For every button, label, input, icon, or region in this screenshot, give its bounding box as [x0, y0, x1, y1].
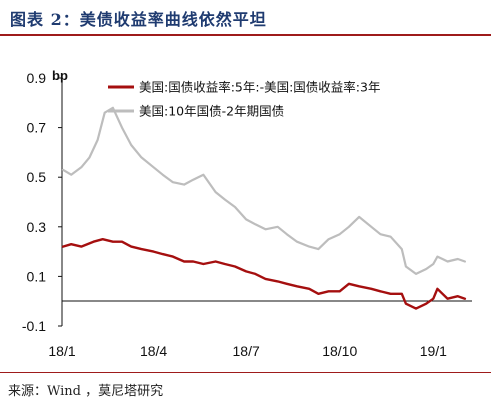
y-tick-label: 0.3: [27, 219, 47, 235]
y-axis-unit-label: bp: [52, 68, 68, 83]
legend-label: 美国:国债收益率:5年:-美国:国债收益率:3年: [139, 80, 380, 95]
series-layer: [61, 106, 467, 310]
y-tick-label: 0.1: [27, 268, 47, 284]
x-tick-label: 18/4: [140, 343, 167, 359]
x-tick-label: 18/1: [48, 343, 75, 359]
y-tick-label: 0.5: [27, 169, 47, 185]
chart-canvas: bp 0.9 0.7 0.5 0.3 0.1 -0.1 18/1 18/4 18/7 18/10…: [22, 68, 472, 359]
legend-label: 美国:10年国债-2年期国债: [139, 104, 284, 119]
series-line-10y-2y: [61, 106, 466, 275]
x-tick-label: 19/1: [420, 343, 447, 359]
x-tick-label: 18/10: [322, 343, 357, 359]
source-divider: [0, 372, 491, 373]
y-tick-label: 0.9: [27, 70, 47, 86]
x-axis-ticks: 18/1 18/4 18/7 18/10 19/1: [48, 343, 447, 359]
y-tick-label: -0.1: [22, 318, 46, 334]
title-divider: [0, 34, 491, 36]
source-note: 来源：Wind ，莫尼塔研究: [8, 384, 164, 399]
figure-title: 图表 2：美债收益率曲线依然平坦: [10, 10, 267, 29]
series-line-5y-3y: [61, 238, 467, 310]
y-axis-ticks: 0.9 0.7 0.5 0.3 0.1 -0.1: [22, 70, 62, 334]
x-tick-label: 18/7: [233, 343, 260, 359]
y-tick-label: 0.7: [27, 120, 47, 136]
